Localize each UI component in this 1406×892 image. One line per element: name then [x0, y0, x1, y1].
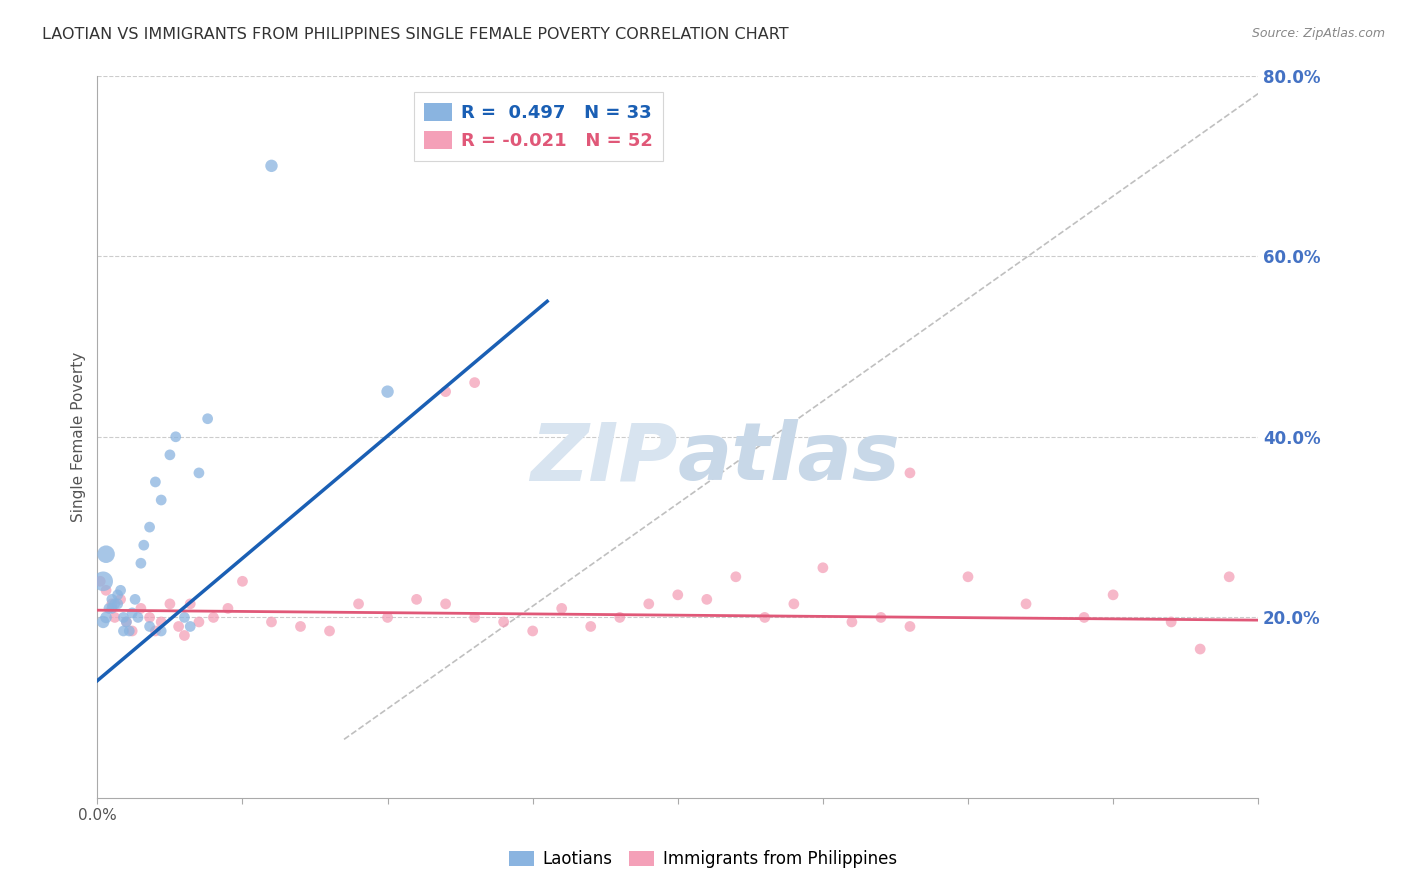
- Point: [159, 448, 181, 462]
- Point: [464, 610, 486, 624]
- Point: [898, 619, 921, 633]
- Point: [121, 624, 143, 638]
- Point: [197, 411, 219, 425]
- Point: [138, 619, 160, 633]
- Point: [637, 597, 659, 611]
- Point: [129, 601, 152, 615]
- Point: [956, 570, 979, 584]
- Point: [145, 624, 167, 638]
- Point: [124, 592, 146, 607]
- Point: [118, 624, 141, 638]
- Point: [94, 583, 117, 598]
- Point: [1160, 615, 1182, 629]
- Point: [1073, 610, 1095, 624]
- Point: [115, 615, 138, 629]
- Point: [696, 592, 718, 607]
- Text: Source: ZipAtlas.com: Source: ZipAtlas.com: [1251, 27, 1385, 40]
- Point: [115, 615, 138, 629]
- Point: [260, 159, 283, 173]
- Point: [129, 556, 152, 570]
- Point: [112, 624, 135, 638]
- Point: [173, 610, 195, 624]
- Point: [347, 597, 370, 611]
- Point: [1218, 570, 1240, 584]
- Point: [138, 610, 160, 624]
- Text: atlas: atlas: [678, 419, 900, 498]
- Point: [167, 619, 190, 633]
- Point: [97, 601, 120, 615]
- Point: [150, 624, 173, 638]
- Point: [522, 624, 544, 638]
- Point: [217, 601, 239, 615]
- Point: [231, 574, 253, 589]
- Point: [91, 615, 114, 629]
- Point: [150, 493, 173, 508]
- Point: [1015, 597, 1038, 611]
- Point: [91, 574, 114, 589]
- Point: [101, 601, 124, 615]
- Point: [260, 615, 283, 629]
- Point: [405, 592, 427, 607]
- Point: [377, 384, 399, 399]
- Text: ZIP: ZIP: [530, 419, 678, 498]
- Point: [94, 547, 117, 561]
- Point: [550, 601, 572, 615]
- Legend: R =  0.497   N = 33, R = -0.021   N = 52: R = 0.497 N = 33, R = -0.021 N = 52: [413, 92, 664, 161]
- Point: [754, 610, 776, 624]
- Point: [121, 606, 143, 620]
- Point: [138, 520, 160, 534]
- Legend: Laotians, Immigrants from Philippines: Laotians, Immigrants from Philippines: [502, 844, 904, 875]
- Point: [898, 466, 921, 480]
- Point: [377, 610, 399, 624]
- Point: [464, 376, 486, 390]
- Point: [101, 592, 124, 607]
- Point: [112, 610, 135, 624]
- Point: [159, 597, 181, 611]
- Point: [104, 597, 127, 611]
- Point: [89, 574, 111, 589]
- Point: [870, 610, 893, 624]
- Point: [579, 619, 602, 633]
- Point: [94, 610, 117, 624]
- Point: [107, 597, 129, 611]
- Point: [492, 615, 515, 629]
- Point: [110, 583, 132, 598]
- Point: [132, 538, 155, 552]
- Point: [187, 466, 209, 480]
- Point: [187, 615, 209, 629]
- Point: [1102, 588, 1125, 602]
- Point: [783, 597, 806, 611]
- Point: [318, 624, 340, 638]
- Point: [101, 597, 124, 611]
- Point: [173, 628, 195, 642]
- Point: [107, 588, 129, 602]
- Point: [666, 588, 689, 602]
- Point: [609, 610, 631, 624]
- Y-axis label: Single Female Poverty: Single Female Poverty: [72, 351, 86, 522]
- Text: LAOTIAN VS IMMIGRANTS FROM PHILIPPINES SINGLE FEMALE POVERTY CORRELATION CHART: LAOTIAN VS IMMIGRANTS FROM PHILIPPINES S…: [42, 27, 789, 42]
- Point: [127, 610, 149, 624]
- Point: [179, 619, 201, 633]
- Point: [434, 597, 457, 611]
- Point: [811, 560, 834, 574]
- Point: [202, 610, 225, 624]
- Point: [724, 570, 747, 584]
- Point: [434, 384, 457, 399]
- Point: [145, 475, 167, 489]
- Point: [1189, 642, 1212, 657]
- Point: [150, 615, 173, 629]
- Point: [104, 610, 127, 624]
- Point: [290, 619, 312, 633]
- Point: [110, 592, 132, 607]
- Point: [841, 615, 863, 629]
- Point: [165, 430, 187, 444]
- Point: [179, 597, 201, 611]
